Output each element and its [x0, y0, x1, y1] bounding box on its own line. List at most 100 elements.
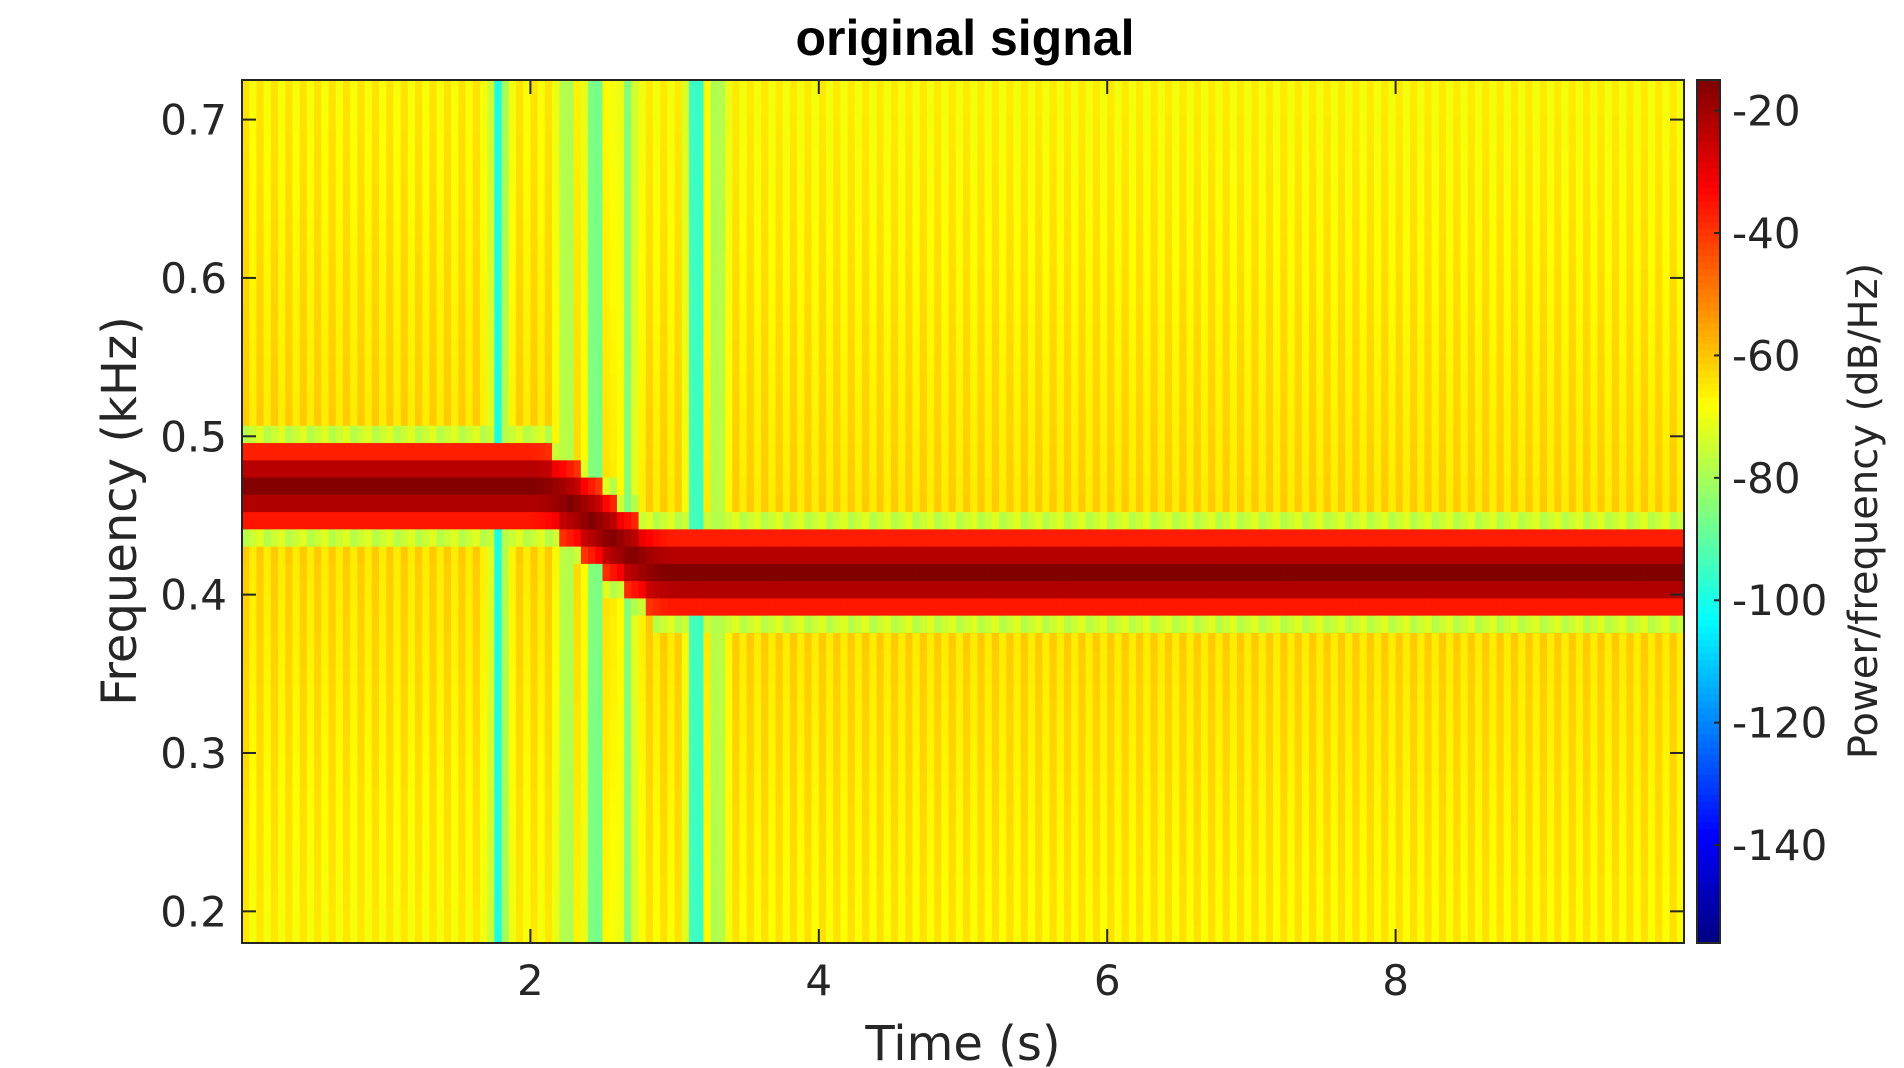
heatmap-cell [616, 891, 625, 910]
heatmap-cell [371, 476, 380, 495]
heatmap-cell [869, 321, 878, 340]
heatmap-cell [299, 200, 308, 219]
heatmap-cell [703, 839, 712, 858]
heatmap-cell [299, 390, 308, 409]
heatmap-cell [537, 425, 546, 444]
heatmap-cell [869, 183, 878, 202]
heatmap-cell [270, 114, 279, 133]
heatmap-cell [530, 718, 539, 737]
heatmap-cell [732, 183, 741, 202]
heatmap-cell [638, 459, 647, 478]
heatmap-cell [746, 114, 755, 133]
heatmap-cell [789, 97, 798, 116]
heatmap-cell [890, 407, 899, 426]
heatmap-cell [696, 183, 705, 202]
heatmap-cell [775, 787, 784, 806]
heatmap-cell [552, 390, 560, 409]
heatmap-cell [804, 269, 813, 288]
heatmap-cell [645, 390, 654, 409]
heatmap-cell [789, 494, 798, 513]
heatmap-cell [681, 235, 690, 254]
heatmap-cell [263, 908, 272, 927]
heatmap-cell [270, 822, 279, 841]
heatmap-cell [717, 701, 726, 720]
heatmap-cell [573, 546, 582, 564]
heatmap-cell [797, 373, 805, 392]
heatmap-cell [321, 442, 330, 461]
heatmap-cell [573, 580, 582, 599]
heatmap-cell [789, 390, 798, 409]
heatmap-cell [609, 304, 618, 323]
heatmap-cell [905, 166, 914, 185]
heatmap-cell [761, 787, 769, 806]
heatmap-cell [357, 442, 366, 461]
heatmap-cell [595, 666, 604, 685]
heatmap-cell [544, 476, 553, 495]
heatmap-cell [660, 166, 668, 185]
heatmap-cell [451, 511, 459, 530]
heatmap-cell [314, 597, 322, 616]
heatmap-cell [263, 718, 272, 737]
heatmap-cell [378, 563, 387, 582]
heatmap-cell [725, 856, 733, 875]
heatmap-cell [890, 684, 899, 702]
heatmap-cell [443, 166, 452, 185]
heatmap-cell [833, 615, 842, 633]
heatmap-cell [905, 787, 914, 806]
heatmap-cell [306, 131, 315, 150]
heatmap-cell [833, 321, 842, 340]
heatmap-cell [919, 873, 928, 892]
heatmap-cell [725, 183, 733, 202]
heatmap-cell [494, 131, 503, 150]
heatmap-cell [566, 269, 575, 288]
heatmap-cell [249, 856, 258, 875]
heatmap-cell [826, 373, 834, 392]
heatmap-cell [624, 632, 632, 651]
heatmap-cell [306, 597, 315, 616]
heatmap-cell [710, 563, 719, 582]
heatmap-cell [508, 666, 517, 685]
heatmap-cell [429, 684, 438, 702]
heatmap-cell [926, 494, 935, 513]
heatmap-cell [523, 804, 531, 823]
heatmap-cell [270, 528, 279, 547]
heatmap-cell [826, 546, 834, 564]
heatmap-cell [335, 235, 344, 254]
heatmap-cell [926, 666, 935, 685]
heatmap-cell [761, 597, 769, 616]
heatmap-cell [732, 615, 741, 633]
heatmap-cell [804, 615, 813, 633]
heatmap-cell [681, 528, 690, 547]
heatmap-cell [905, 476, 914, 495]
heatmap-cell [717, 114, 726, 133]
heatmap-cell [407, 753, 416, 771]
heatmap-cell [465, 822, 474, 841]
heatmap-cell [479, 615, 488, 633]
heatmap-cell [465, 856, 474, 875]
heatmap-cell [941, 822, 950, 841]
heatmap-cell [681, 407, 690, 426]
heatmap-cell [508, 390, 517, 409]
heatmap-cell [602, 252, 611, 271]
heatmap-cell [616, 338, 625, 357]
heatmap-cell [934, 494, 942, 513]
heatmap-cell [681, 597, 690, 616]
heatmap-cell [559, 908, 568, 927]
heatmap-cell [573, 839, 582, 858]
heatmap-cell [415, 563, 423, 582]
heatmap-cell [350, 373, 358, 392]
heatmap-cell [400, 684, 409, 702]
heatmap-cell [342, 183, 351, 202]
heatmap-cell [537, 183, 546, 202]
heatmap-cell [537, 80, 546, 98]
heatmap-cell [386, 459, 395, 478]
heatmap-cell [350, 287, 358, 305]
heatmap-cell [249, 839, 258, 858]
heatmap-cell [285, 753, 294, 771]
heatmap-cell [912, 459, 921, 478]
heatmap-cell [890, 166, 899, 185]
heatmap-cell [328, 597, 337, 616]
heatmap-cell [465, 200, 474, 219]
heatmap-cell [616, 476, 625, 495]
heatmap-cell [436, 304, 445, 323]
